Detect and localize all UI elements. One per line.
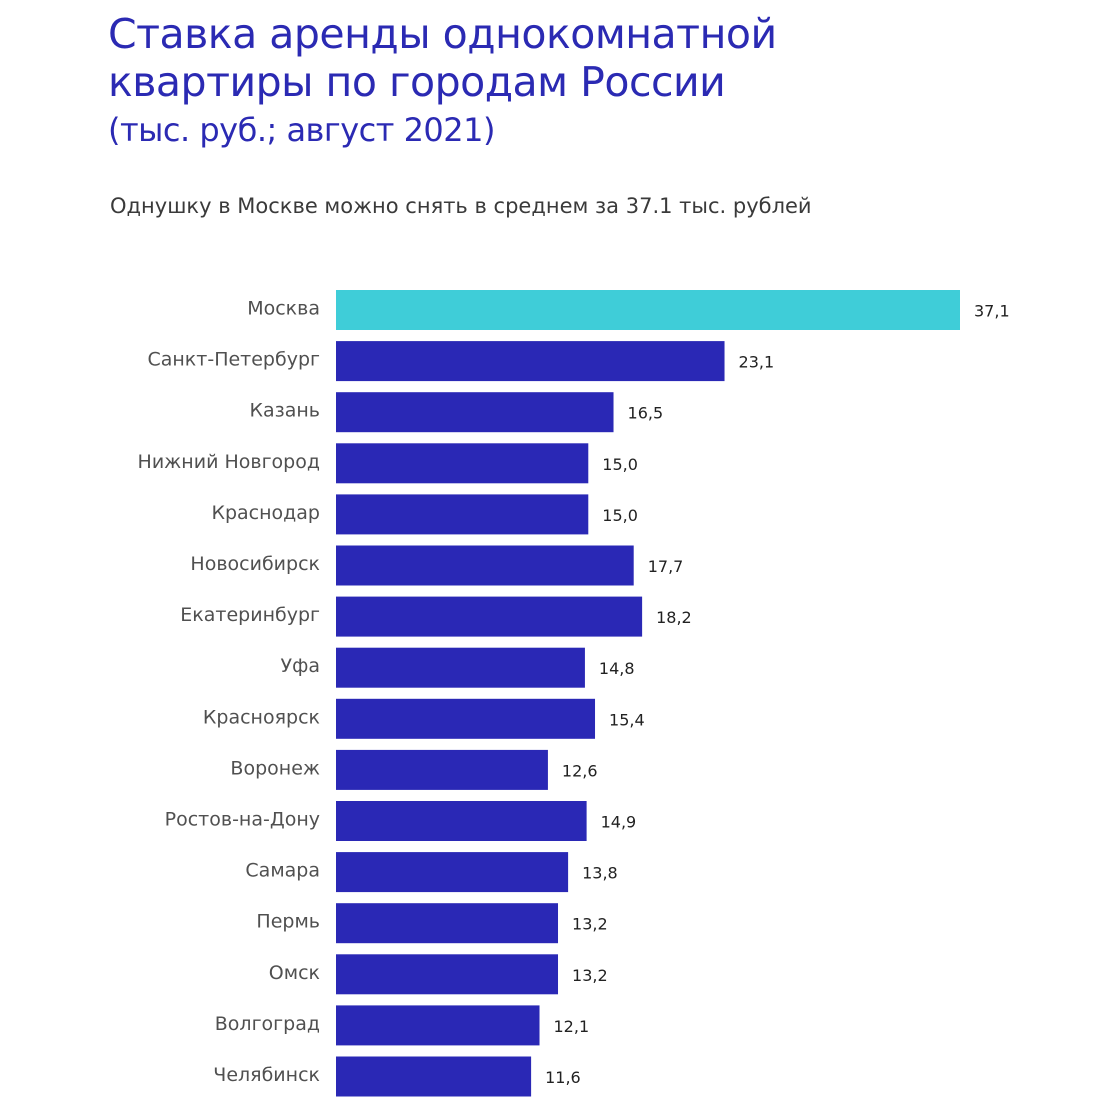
category-label-15: Челябинск xyxy=(213,1064,320,1086)
category-label-9: Воронеж xyxy=(230,757,320,779)
category-label-7: Уфа xyxy=(281,655,320,677)
value-label-0: 37,1 xyxy=(974,302,1010,321)
category-label-14: Волгоград xyxy=(215,1013,320,1035)
value-label-2: 16,5 xyxy=(628,404,664,423)
bar-0 xyxy=(336,290,960,330)
category-label-11: Самара xyxy=(245,860,320,882)
value-label-11: 13,8 xyxy=(582,864,618,883)
bar-4 xyxy=(336,494,589,535)
bar-12 xyxy=(336,903,559,944)
chart-title-line-2: квартиры по городам России xyxy=(108,58,726,106)
value-label-14: 12,1 xyxy=(554,1017,590,1036)
bar-8 xyxy=(336,698,596,739)
bar-13 xyxy=(336,954,559,995)
bar-5 xyxy=(336,545,634,586)
bar-6 xyxy=(336,596,643,637)
category-label-13: Омск xyxy=(269,962,320,984)
value-label-12: 13,2 xyxy=(572,915,608,934)
bar-14 xyxy=(336,1005,540,1046)
bar-15 xyxy=(336,1056,532,1097)
value-label-4: 15,0 xyxy=(602,506,638,525)
category-label-4: Краснодар xyxy=(211,502,320,524)
category-label-2: Казань xyxy=(250,400,321,422)
value-label-15: 11,6 xyxy=(545,1068,581,1087)
chart-title: Ставка аренды однокомнатной квартиры по … xyxy=(108,10,1028,106)
value-label-8: 15,4 xyxy=(609,710,645,729)
chart-subtitle: Однушку в Москве можно снять в среднем з… xyxy=(110,194,812,218)
category-label-12: Пермь xyxy=(256,911,320,933)
value-label-1: 23,1 xyxy=(739,353,775,372)
category-label-10: Ростов-на-Дону xyxy=(165,809,320,831)
bar-9 xyxy=(336,749,548,790)
value-label-9: 12,6 xyxy=(562,761,598,780)
chart-units: (тыс. руб.; август 2021) xyxy=(108,111,495,149)
category-label-1: Санкт-Петербург xyxy=(147,349,320,371)
value-label-10: 14,9 xyxy=(601,813,637,832)
category-label-3: Нижний Новгород xyxy=(138,451,320,473)
chart-title-line-1: Ставка аренды однокомнатной xyxy=(108,10,777,58)
bar-11 xyxy=(336,852,569,893)
value-label-13: 13,2 xyxy=(572,966,608,985)
category-label-8: Красноярск xyxy=(203,706,320,728)
category-label-6: Екатеринбург xyxy=(180,604,320,626)
bar-3 xyxy=(336,443,589,484)
value-label-3: 15,0 xyxy=(602,455,638,474)
value-label-7: 14,8 xyxy=(599,659,635,678)
bar-2 xyxy=(336,392,614,433)
value-label-5: 17,7 xyxy=(648,557,684,576)
category-label-0: Москва xyxy=(247,298,320,320)
bar-7 xyxy=(336,647,585,688)
bar-1 xyxy=(336,341,725,382)
value-label-6: 18,2 xyxy=(656,608,692,627)
bar-10 xyxy=(336,801,587,841)
category-label-5: Новосибирск xyxy=(190,553,320,575)
